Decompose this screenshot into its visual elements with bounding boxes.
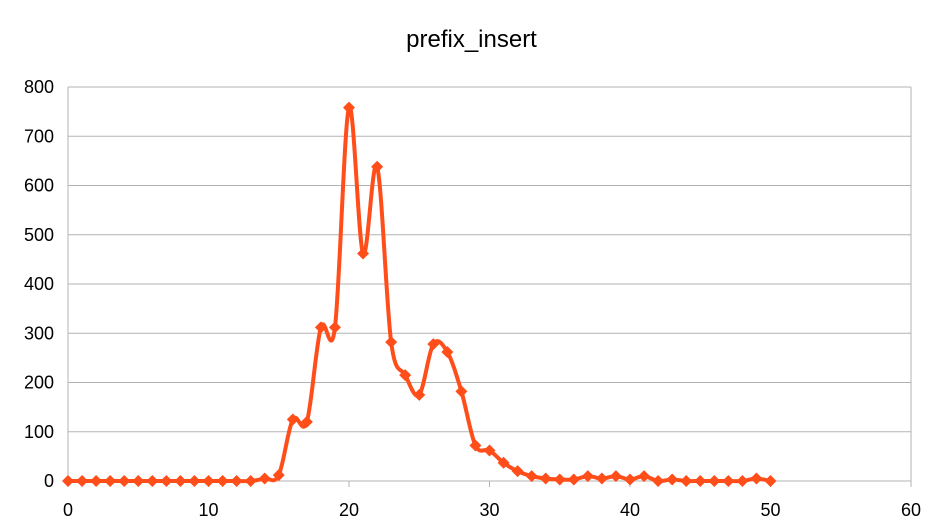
data-point: [174, 475, 187, 487]
data-point: [357, 247, 370, 260]
y-tick-label: 400: [24, 274, 54, 294]
data-point: [104, 475, 117, 487]
chart-title: prefix_insert: [406, 26, 537, 53]
series-line: [68, 105, 771, 484]
data-point: [694, 475, 707, 487]
data-point: [328, 321, 341, 334]
data-point: [750, 472, 763, 485]
data-point: [553, 473, 566, 486]
data-point: [680, 475, 693, 487]
data-point: [300, 415, 313, 428]
data-point: [666, 473, 679, 486]
data-point: [286, 413, 299, 426]
x-tick-label: 20: [339, 500, 359, 520]
data-point: [385, 336, 398, 349]
data-point: [371, 160, 384, 173]
x-tick-label: 10: [198, 500, 218, 520]
x-tick-label: 30: [479, 500, 499, 520]
data-point: [567, 473, 580, 486]
data-point: [146, 475, 159, 487]
data-point: [652, 475, 665, 487]
data-point: [638, 470, 651, 483]
y-tick-label: 200: [24, 373, 54, 393]
data-point: [497, 456, 510, 469]
data-point: [539, 472, 552, 485]
data-point: [76, 475, 89, 487]
data-point: [525, 470, 538, 483]
data-point: [343, 101, 355, 114]
y-tick-label: 300: [24, 323, 54, 343]
data-point: [399, 369, 412, 382]
x-tick-label: 50: [760, 500, 780, 520]
data-point: [511, 465, 524, 478]
y-tick-label: 700: [24, 126, 54, 146]
data-point: [160, 475, 173, 487]
data-point: [624, 473, 636, 486]
data-point: [258, 472, 271, 485]
data-point: [244, 475, 257, 487]
data-point: [216, 475, 229, 487]
y-tick-label: 800: [24, 77, 54, 97]
data-point: [722, 475, 735, 487]
data-point: [708, 475, 721, 487]
data-point: [736, 475, 749, 487]
y-tick-label: 500: [24, 225, 54, 245]
y-tick-label: 600: [24, 176, 54, 196]
data-point: [314, 321, 327, 334]
x-tick-label: 0: [63, 500, 73, 520]
data-point: [609, 470, 622, 483]
data-point: [230, 475, 243, 487]
data-point: [455, 385, 468, 398]
data-point: [272, 469, 285, 482]
x-tick-label: 60: [901, 500, 921, 520]
data-point: [595, 472, 608, 485]
x-tick-label: 40: [620, 500, 640, 520]
data-point: [764, 475, 777, 487]
data-point: [132, 475, 145, 487]
data-point: [441, 345, 454, 358]
data-point: [90, 475, 103, 487]
y-tick-label: 0: [44, 471, 54, 491]
data-point: [469, 439, 482, 452]
data-point: [118, 475, 131, 487]
y-tick-label: 100: [24, 422, 54, 442]
data-point: [581, 470, 594, 483]
data-point: [202, 475, 215, 487]
data-point: [188, 475, 201, 487]
data-point: [427, 338, 440, 351]
data-point: [413, 388, 426, 401]
data-point: [483, 444, 496, 457]
data-point: [62, 475, 74, 487]
